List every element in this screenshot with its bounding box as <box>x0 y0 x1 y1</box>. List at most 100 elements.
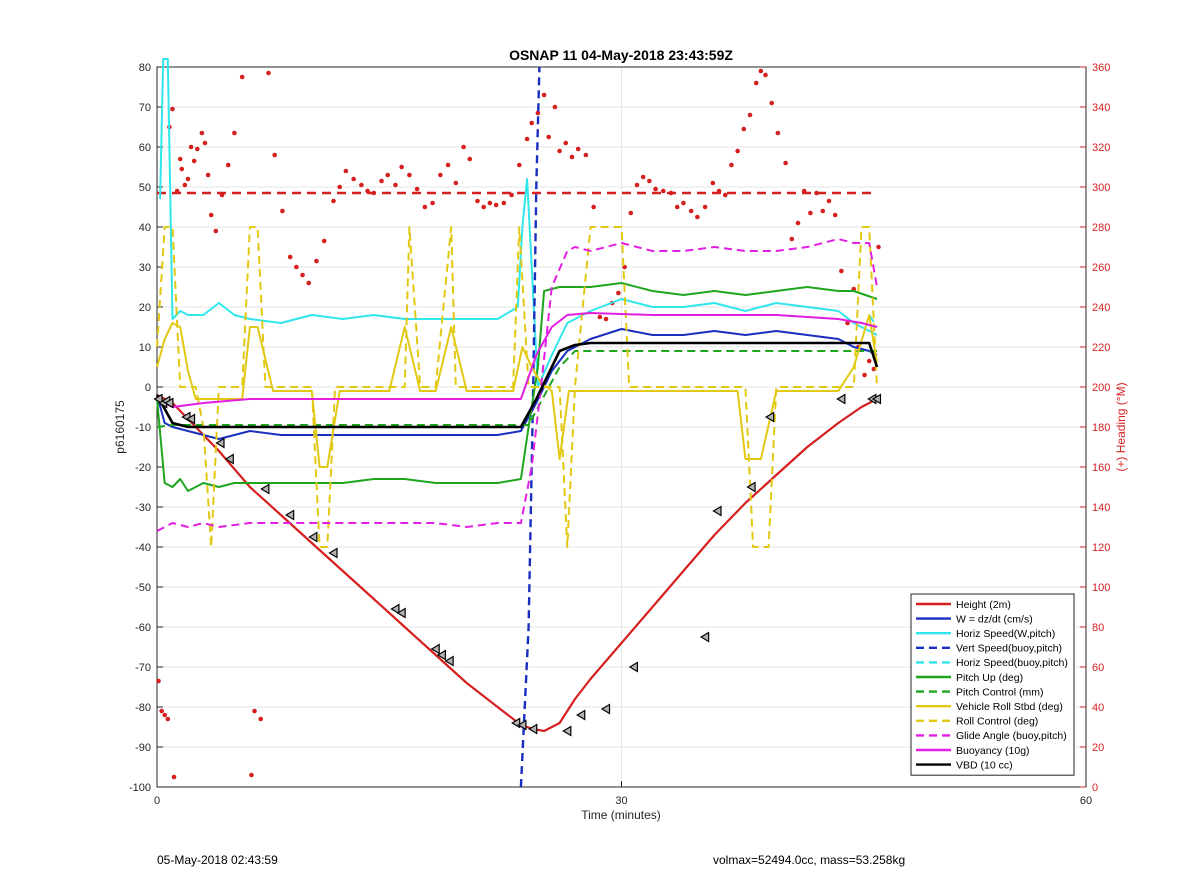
heading-point <box>170 106 175 112</box>
tick-label-x: 60 <box>1080 795 1092 807</box>
heading-point <box>674 204 680 210</box>
y-axis-label-right: (+) Heading (°M) <box>1114 382 1128 471</box>
tick-label-left: -30 <box>135 502 151 514</box>
x-ticks: 0 30 60 <box>154 781 1092 807</box>
right-ticks: 0 20 40 60 80 100 120 140 160 180 200 220 240 260 280 3… <box>1080 62 1110 794</box>
heading-point <box>710 180 716 186</box>
heading-point <box>839 268 844 274</box>
height-marker <box>185 413 196 425</box>
series-buoyancy-10g <box>156 312 878 408</box>
heading-point <box>862 372 867 378</box>
tick-label-left: 80 <box>139 62 151 74</box>
heading-point <box>769 100 774 106</box>
heading-point <box>716 188 722 194</box>
heading-point <box>688 208 694 214</box>
y-axis-label-left: p6160175 <box>113 400 127 454</box>
heading-point <box>208 212 214 218</box>
heading-point <box>331 198 336 204</box>
tick-label-left: 0 <box>145 382 151 394</box>
tick-label-right: 320 <box>1092 142 1110 154</box>
tick-label-left: -100 <box>129 782 151 794</box>
heading-point <box>159 708 164 714</box>
heading-point <box>552 104 558 110</box>
tick-label-left: 10 <box>139 342 151 354</box>
heading-point <box>393 182 398 188</box>
heading-point <box>314 258 319 264</box>
heading-point <box>162 712 168 718</box>
legend-label: Horiz Speed(W,pitch) <box>956 628 1055 640</box>
chart-title: OSNAP 11 04-May-2018 23:43:59Z <box>509 47 733 63</box>
tick-label-right: 140 <box>1092 502 1110 514</box>
heading-point <box>747 112 753 118</box>
height-marker <box>284 509 295 521</box>
tick-label-right: 220 <box>1092 342 1110 354</box>
tick-label-right: 340 <box>1092 102 1110 114</box>
tick-label-left: 60 <box>139 142 151 154</box>
heading-point <box>182 182 188 188</box>
heading-point <box>249 772 254 778</box>
height-marker <box>390 603 400 615</box>
height-marker <box>328 547 338 559</box>
heading-point <box>569 154 575 160</box>
tick-label-right: 0 <box>1092 782 1098 794</box>
height-marker <box>528 723 538 735</box>
series-pitch-control-mm <box>156 350 877 428</box>
heading-point <box>407 172 412 178</box>
heading-point <box>535 110 541 116</box>
height-marker <box>712 505 722 517</box>
legend-label: Vehicle Roll Stbd (deg) <box>956 701 1063 713</box>
heading-point <box>661 188 666 194</box>
heading-point <box>481 204 486 210</box>
tick-label-right: 200 <box>1092 382 1110 394</box>
series-layer <box>155 58 879 788</box>
heading-point <box>826 198 832 204</box>
heading-point <box>359 182 364 188</box>
heading-point <box>225 162 231 168</box>
heading-point <box>722 192 728 198</box>
tick-label-left: -70 <box>135 662 151 674</box>
heading-point <box>272 152 277 158</box>
tick-label-x: 0 <box>154 795 160 807</box>
footer-right-info: volmax=52494.0cc, mass=53.258kg <box>713 853 906 867</box>
heading-point <box>461 144 466 150</box>
heading-point <box>438 172 443 178</box>
height-marker <box>600 703 611 715</box>
tick-label-right: 300 <box>1092 182 1110 194</box>
heading-point <box>205 172 211 178</box>
heading-point <box>529 120 534 126</box>
height-marker <box>396 607 406 619</box>
legend-label: Vert Speed(buoy,pitch) <box>956 643 1062 655</box>
heading-point <box>287 254 293 260</box>
heading-point <box>695 214 700 220</box>
heading-point <box>351 176 356 182</box>
series-vehicle-roll-stbd-deg <box>156 314 878 468</box>
tick-label-right: 120 <box>1092 542 1110 554</box>
height-marker <box>260 483 270 495</box>
heading-point <box>832 212 838 218</box>
heading-point <box>174 188 180 194</box>
heading-point <box>509 192 514 198</box>
heading-point <box>603 316 609 322</box>
heading-point <box>753 80 759 86</box>
legend-label: VBD (10 cc) <box>956 759 1013 771</box>
height-marker <box>444 655 454 667</box>
heading-point <box>156 678 161 684</box>
heading-point <box>365 188 370 194</box>
height-marker <box>871 393 882 405</box>
height-marker <box>153 393 163 405</box>
heading-point <box>171 774 177 780</box>
heading-point <box>517 162 522 168</box>
heading-point <box>775 130 781 136</box>
tick-label-left: 70 <box>139 102 151 114</box>
height-marker <box>628 661 638 673</box>
heading-point <box>306 280 312 286</box>
heading-point <box>385 172 391 178</box>
heading-point <box>475 198 480 204</box>
heading-point <box>280 208 285 214</box>
heading-point <box>165 716 171 722</box>
heading-point <box>741 126 747 132</box>
heading-point <box>668 190 674 196</box>
heading-point <box>194 146 200 152</box>
heading-point <box>379 178 384 184</box>
